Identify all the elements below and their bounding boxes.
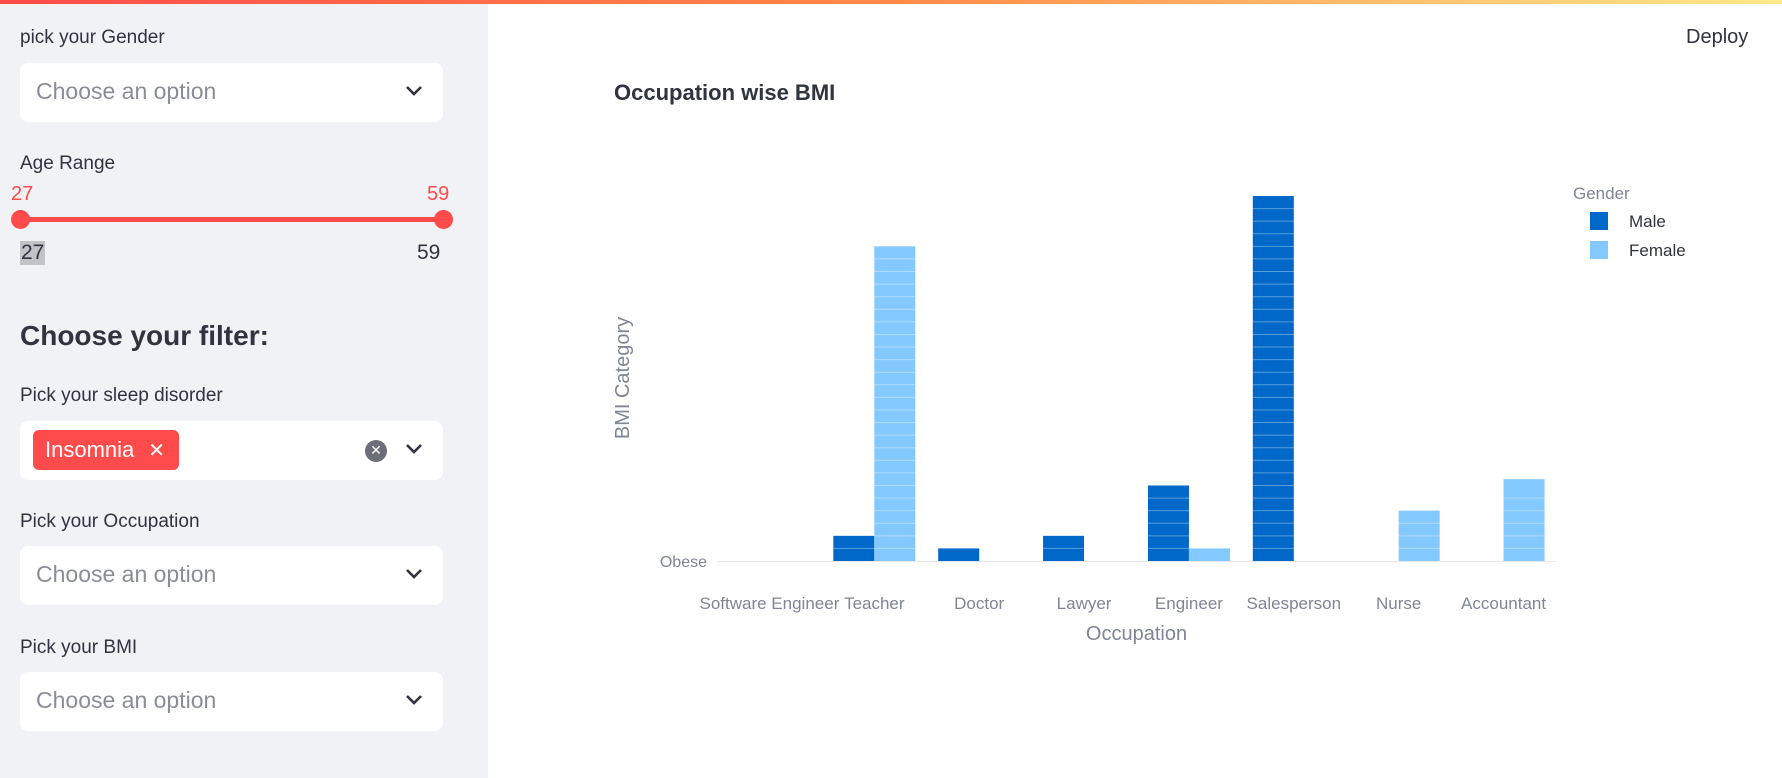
y-axis-title: BMI Category [612, 317, 634, 439]
age-min-tick: 27 [20, 241, 46, 265]
legend-label-male: Male [1629, 212, 1666, 231]
chevron-down-icon [406, 695, 422, 705]
occupation-label: Pick your Occupation [20, 511, 200, 532]
legend-swatch-male [1590, 212, 1608, 230]
occupation-placeholder: Choose an option [36, 561, 217, 587]
insomnia-tag[interactable]: Insomnia ✕ [33, 430, 180, 470]
top-decoration-bar [0, 0, 1782, 4]
x-tick-label: Teacher [844, 594, 905, 613]
chevron-down-icon [406, 86, 422, 96]
x-tick-label: Doctor [954, 594, 1004, 613]
bar-female [1188, 548, 1230, 561]
chart-title: Occupation wise BMI [614, 80, 836, 105]
x-tick-label: Accountant [1461, 594, 1546, 613]
filter-heading: Choose your filter: [20, 320, 269, 351]
gender-placeholder: Choose an option [36, 78, 217, 104]
x-tick-label: Software Engineer [700, 594, 840, 613]
bmi-select[interactable]: Choose an option [20, 672, 443, 731]
x-axis-title: Occupation [1086, 623, 1187, 645]
chevron-down-icon [406, 569, 422, 579]
x-tick-label: Engineer [1155, 594, 1223, 613]
sleep-disorder-multiselect[interactable]: Insomnia ✕ ✕ [20, 421, 443, 480]
clear-all-icon[interactable]: ✕ [365, 440, 387, 462]
bar-female [1398, 510, 1440, 561]
age-slider-min-thumb[interactable] [11, 210, 30, 229]
age-max-value: 59 [427, 183, 450, 205]
x-tick-label: Nurse [1376, 594, 1421, 613]
y-tick-label: Obese [660, 554, 707, 571]
age-min-value: 27 [11, 183, 34, 205]
legend-label-female: Female [1629, 241, 1686, 260]
bar-male [938, 548, 980, 561]
x-tick-label: Salesperson [1247, 594, 1342, 613]
bmi-placeholder: Choose an option [36, 687, 217, 713]
gender-select[interactable]: Choose an option [20, 63, 443, 122]
bmi-bar-chart: Obese Software Engineer Teacher Doctor Lawye… [612, 184, 1686, 645]
legend-swatch-female [1590, 241, 1608, 259]
bar-male [833, 535, 875, 561]
occupation-select[interactable]: Choose an option [20, 546, 443, 605]
bar-female [1503, 479, 1545, 561]
legend-title: Gender [1573, 184, 1630, 203]
sleep-disorder-label: Pick your sleep disorder [20, 385, 223, 406]
x-tick-label: Lawyer [1057, 594, 1112, 613]
deploy-button[interactable]: Deploy [1686, 26, 1749, 48]
gender-label: pick your Gender [20, 27, 165, 48]
age-slider-max-thumb[interactable] [434, 210, 453, 229]
bar-male [1147, 485, 1189, 561]
bar-male [1043, 535, 1085, 561]
bar-male [1252, 196, 1294, 561]
sidebar: pick your Gender Choose an option Age Ra… [0, 0, 488, 778]
chevron-down-icon [406, 444, 422, 454]
age-slider-track[interactable] [20, 217, 443, 222]
bmi-label: Pick your BMI [20, 637, 138, 658]
bar-female [874, 246, 916, 561]
insomnia-tag-label: Insomnia [45, 437, 135, 462]
age-max-tick: 59 [417, 241, 441, 264]
remove-tag-icon[interactable]: ✕ [148, 439, 166, 462]
age-range-label: Age Range [20, 153, 116, 174]
